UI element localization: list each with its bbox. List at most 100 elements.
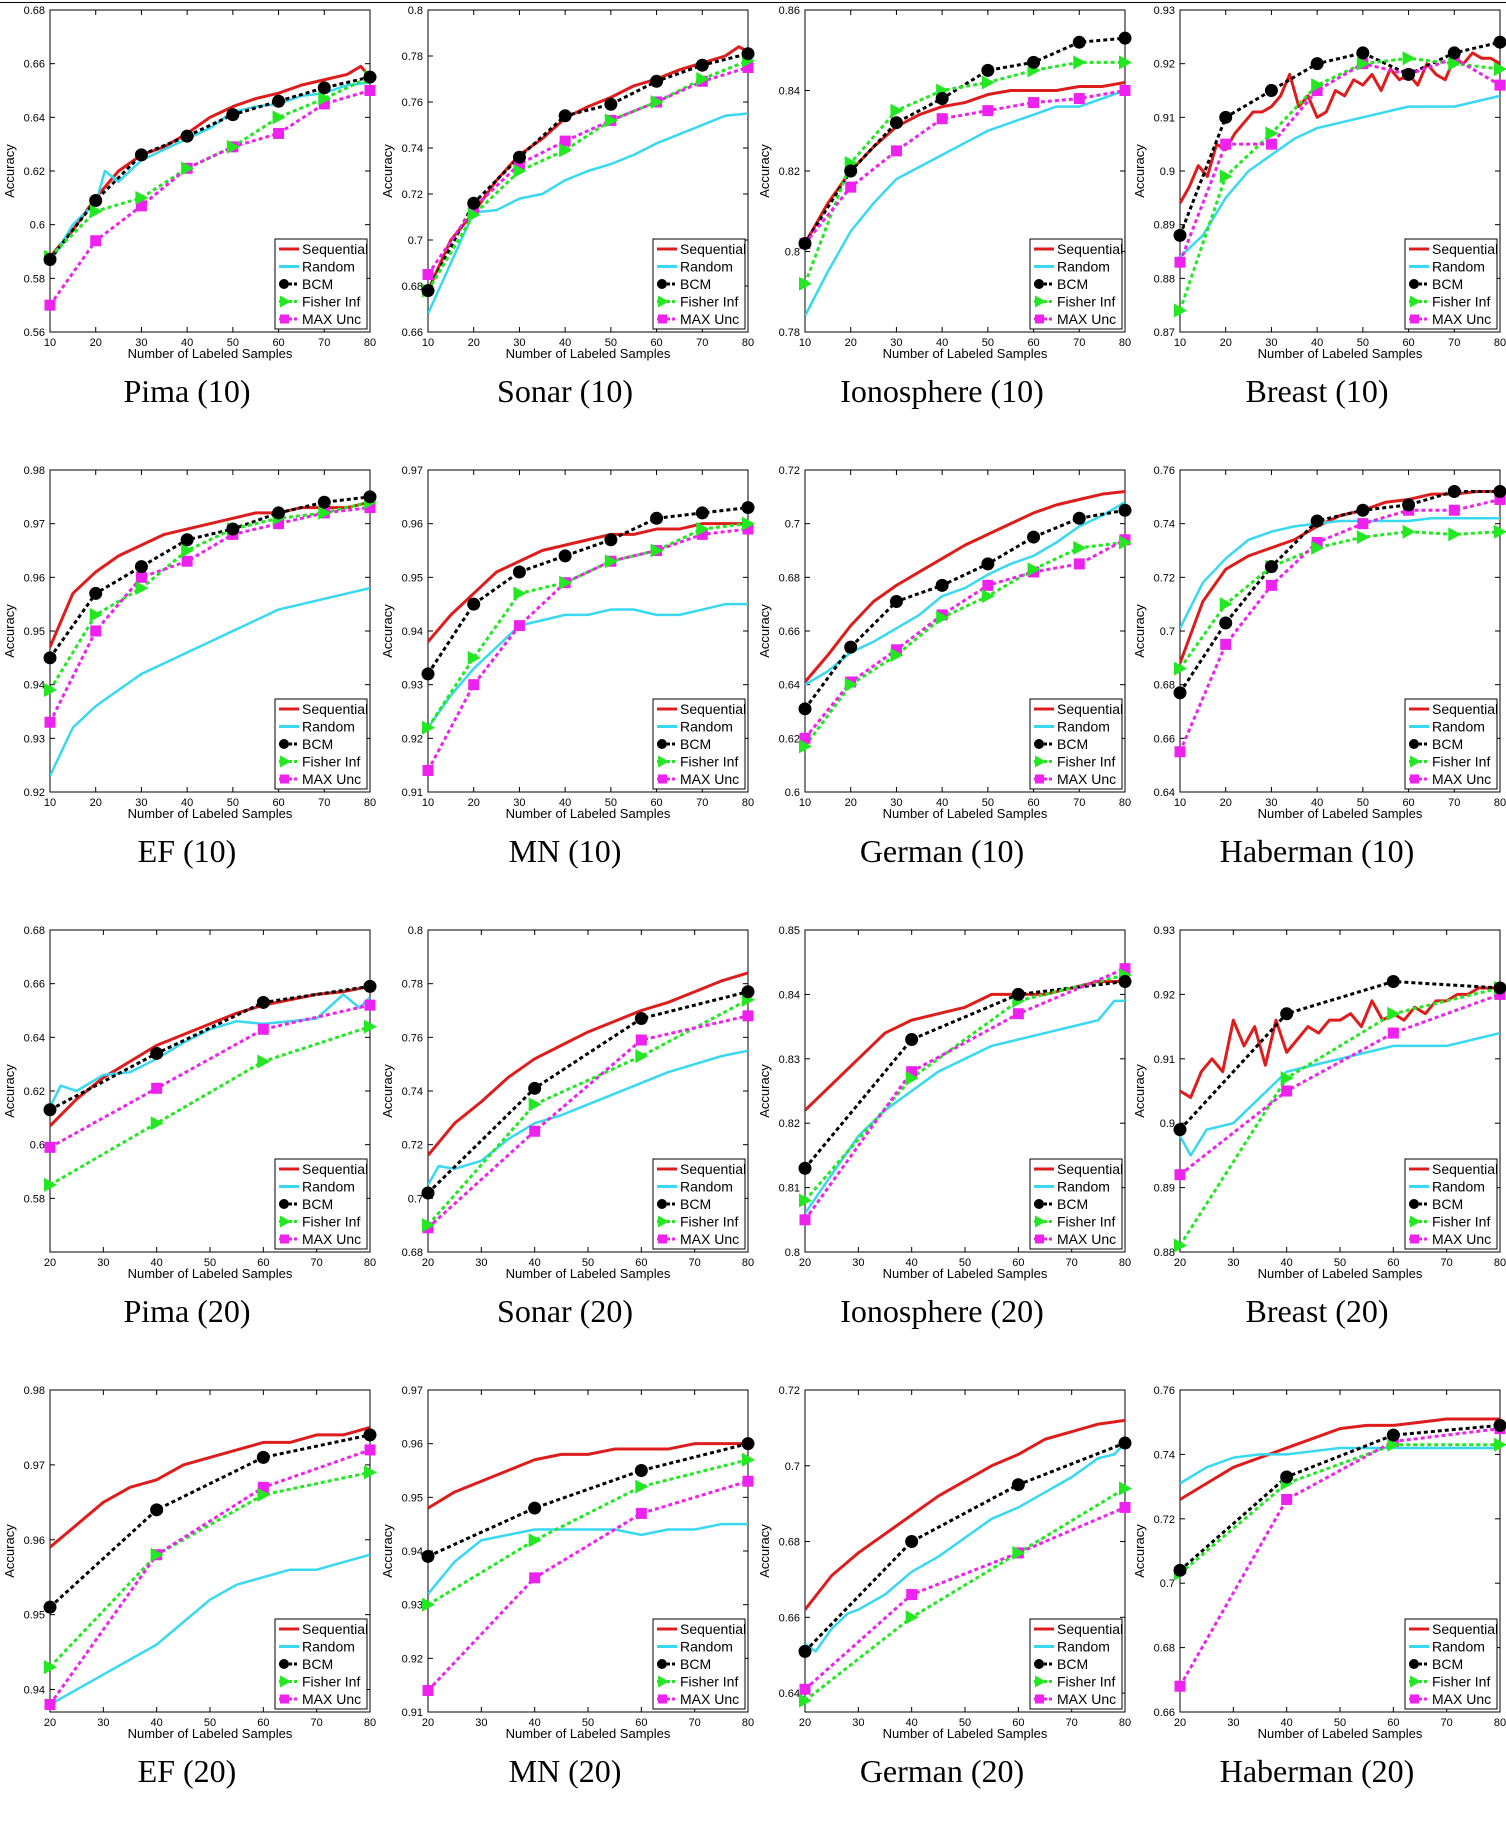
ionosphere-10-legend-label-fisher-inf: Fisher Inf	[1057, 294, 1115, 310]
mn-20-legend-label-random: Random	[680, 1639, 733, 1655]
pima-20-random-line	[50, 994, 370, 1107]
sonar-10-y-tick-1: 0.68	[402, 281, 423, 293]
pima-10-y-tick-5: 0.66	[24, 59, 45, 71]
ionosphere-10-bcm-point-5	[1027, 56, 1040, 69]
breast-20-y-tick-2: 0.9	[1160, 1118, 1175, 1130]
mn-20-legend-label-max-unc: MAX Unc	[680, 1691, 739, 1707]
ef-20-x-axis-label: Number of Labeled Samples	[128, 1726, 293, 1741]
ionosphere-20-max-unc-point-0	[800, 1214, 811, 1225]
mn-10-x-tick-6: 70	[696, 797, 708, 809]
haberman-10-max-unc-point-1	[1220, 639, 1231, 650]
haberman-10-x-tick-0: 10	[1174, 797, 1186, 809]
sonar-20-legend-label-max-unc: MAX Unc	[680, 1231, 739, 1247]
sonar-20-legend-label-sequential: Sequential	[680, 1161, 746, 1177]
ef-20-legend-label-max-unc: MAX Unc	[302, 1691, 361, 1707]
haberman-10-legend-label-random: Random	[1432, 719, 1485, 735]
pima-10-fisher-inf-point-5	[273, 110, 286, 124]
ionosphere-10-legend-label-max-unc: MAX Unc	[1057, 311, 1116, 327]
german-10-legend-label-fisher-inf: Fisher Inf	[1057, 754, 1115, 770]
mn-10-sequential-line	[428, 524, 748, 642]
haberman-20-y-tick-4: 0.74	[1154, 1449, 1175, 1461]
pima-20-x-tick-5: 70	[311, 1257, 323, 1269]
mn-20-max-unc-point-0	[423, 1685, 434, 1696]
german-10-y-tick-3: 0.66	[779, 626, 800, 638]
mn-20-fisher-inf-point-1	[529, 1533, 542, 1547]
ef-10-y-axis-label: Accuracy	[2, 604, 17, 658]
pima-20-bcm-point-2	[257, 996, 270, 1009]
pima-20-y-tick-1: 0.6	[30, 1140, 45, 1152]
ionosphere-10-legend-label-sequential: Sequential	[1057, 241, 1123, 257]
haberman-20-y-tick-2: 0.7	[1160, 1578, 1175, 1590]
breast-20-y-tick-3: 0.91	[1154, 1054, 1175, 1066]
german-20-y-tick-4: 0.72	[779, 1385, 800, 1397]
haberman-10-legend-label-max-unc: MAX Unc	[1432, 771, 1491, 787]
german-10-fisher-inf-point-6	[1073, 541, 1086, 555]
breast-10-y-tick-4: 0.91	[1154, 112, 1175, 124]
ionosphere-10-bcm-point-3	[936, 92, 949, 105]
pima-20-fisher-inf-point-1	[151, 1116, 164, 1130]
mn-10-bcm-point-4	[604, 533, 617, 546]
mn-10-bcm-point-2	[513, 565, 526, 578]
sonar-10-legend-label-fisher-inf: Fisher Inf	[680, 294, 738, 310]
ionosphere-10-fisher-inf-point-6	[1073, 55, 1086, 69]
ionosphere-20-y-tick-2: 0.82	[779, 1118, 800, 1130]
mn-10-legend-label-max-unc: MAX Unc	[680, 771, 739, 787]
mn-20-max-unc-point-1	[529, 1572, 540, 1583]
ionosphere-10-max-unc-point-3	[937, 113, 948, 124]
breast-10-max-unc-point-0	[1175, 257, 1186, 268]
german-10-legend-label-bcm: BCM	[1057, 736, 1088, 752]
haberman-20-x-tick-0: 20	[1174, 1717, 1186, 1729]
pima-10-legend-label-random: Random	[302, 259, 355, 275]
mn-20-bcm-point-1	[528, 1502, 541, 1515]
german-10-x-tick-6: 70	[1073, 797, 1085, 809]
ionosphere-10-legend-label-bcm: BCM	[1057, 276, 1088, 292]
mn-20-y-tick-3: 0.94	[402, 1546, 423, 1558]
mn-10-legend-label-random: Random	[680, 719, 733, 735]
breast-10-y-tick-0: 0.87	[1154, 327, 1175, 339]
breast-10-x-tick-0: 10	[1174, 337, 1186, 349]
german-10-y-axis-label: Accuracy	[757, 604, 772, 658]
sonar-10-max-unc-point-0	[423, 269, 434, 280]
german-20-max-unc-point-3	[1120, 1502, 1131, 1513]
sonar-20-x-tick-0: 20	[422, 1257, 434, 1269]
ef-20-x-tick-6: 80	[364, 1717, 376, 1729]
mn-10-legend-label-sequential: Sequential	[680, 701, 746, 717]
haberman-10-fisher-inf-point-5	[1403, 525, 1416, 539]
german-10-fisher-inf-point-4	[982, 589, 995, 603]
mn-20-bcm-line	[428, 1444, 748, 1557]
ef-20-legend-label-bcm: BCM	[302, 1656, 333, 1672]
pima-10-x-axis-label: Number of Labeled Samples	[128, 346, 293, 361]
ef-20-x-tick-1: 30	[97, 1717, 109, 1729]
sonar-20-y-tick-6: 0.8	[408, 925, 423, 937]
sonar-20-y-axis-label: Accuracy	[380, 1064, 395, 1118]
mn-10-y-tick-5: 0.96	[402, 519, 423, 531]
german-10-max-unc-point-6	[1074, 558, 1085, 569]
pima-20-sequential-line	[50, 986, 370, 1126]
mn-10-bcm-point-7	[742, 501, 755, 514]
sonar-20-max-unc-point-1	[529, 1126, 540, 1137]
german-10-caption: German (10)	[777, 833, 1107, 870]
haberman-10-x-tick-7: 80	[1494, 797, 1506, 809]
german-20-legend-label-random: Random	[1057, 1639, 1110, 1655]
haberman-10-fisher-inf-point-4	[1357, 530, 1370, 544]
ef-10-x-tick-6: 70	[318, 797, 330, 809]
haberman-10-x-axis-label: Number of Labeled Samples	[1258, 806, 1423, 821]
german-10-y-tick-6: 0.72	[779, 465, 800, 477]
mn-20-y-tick-2: 0.93	[402, 1600, 423, 1612]
ef-20-y-tick-2: 0.96	[24, 1535, 45, 1547]
german-10-random-line	[805, 502, 1125, 684]
ef-10-bcm-point-7	[364, 490, 377, 503]
sonar-20-bcm-point-3	[742, 985, 755, 998]
pima-20-y-tick-0: 0.58	[24, 1193, 45, 1205]
ef-10-x-tick-0: 10	[44, 797, 56, 809]
ionosphere-10-y-tick-0: 0.78	[779, 327, 800, 339]
